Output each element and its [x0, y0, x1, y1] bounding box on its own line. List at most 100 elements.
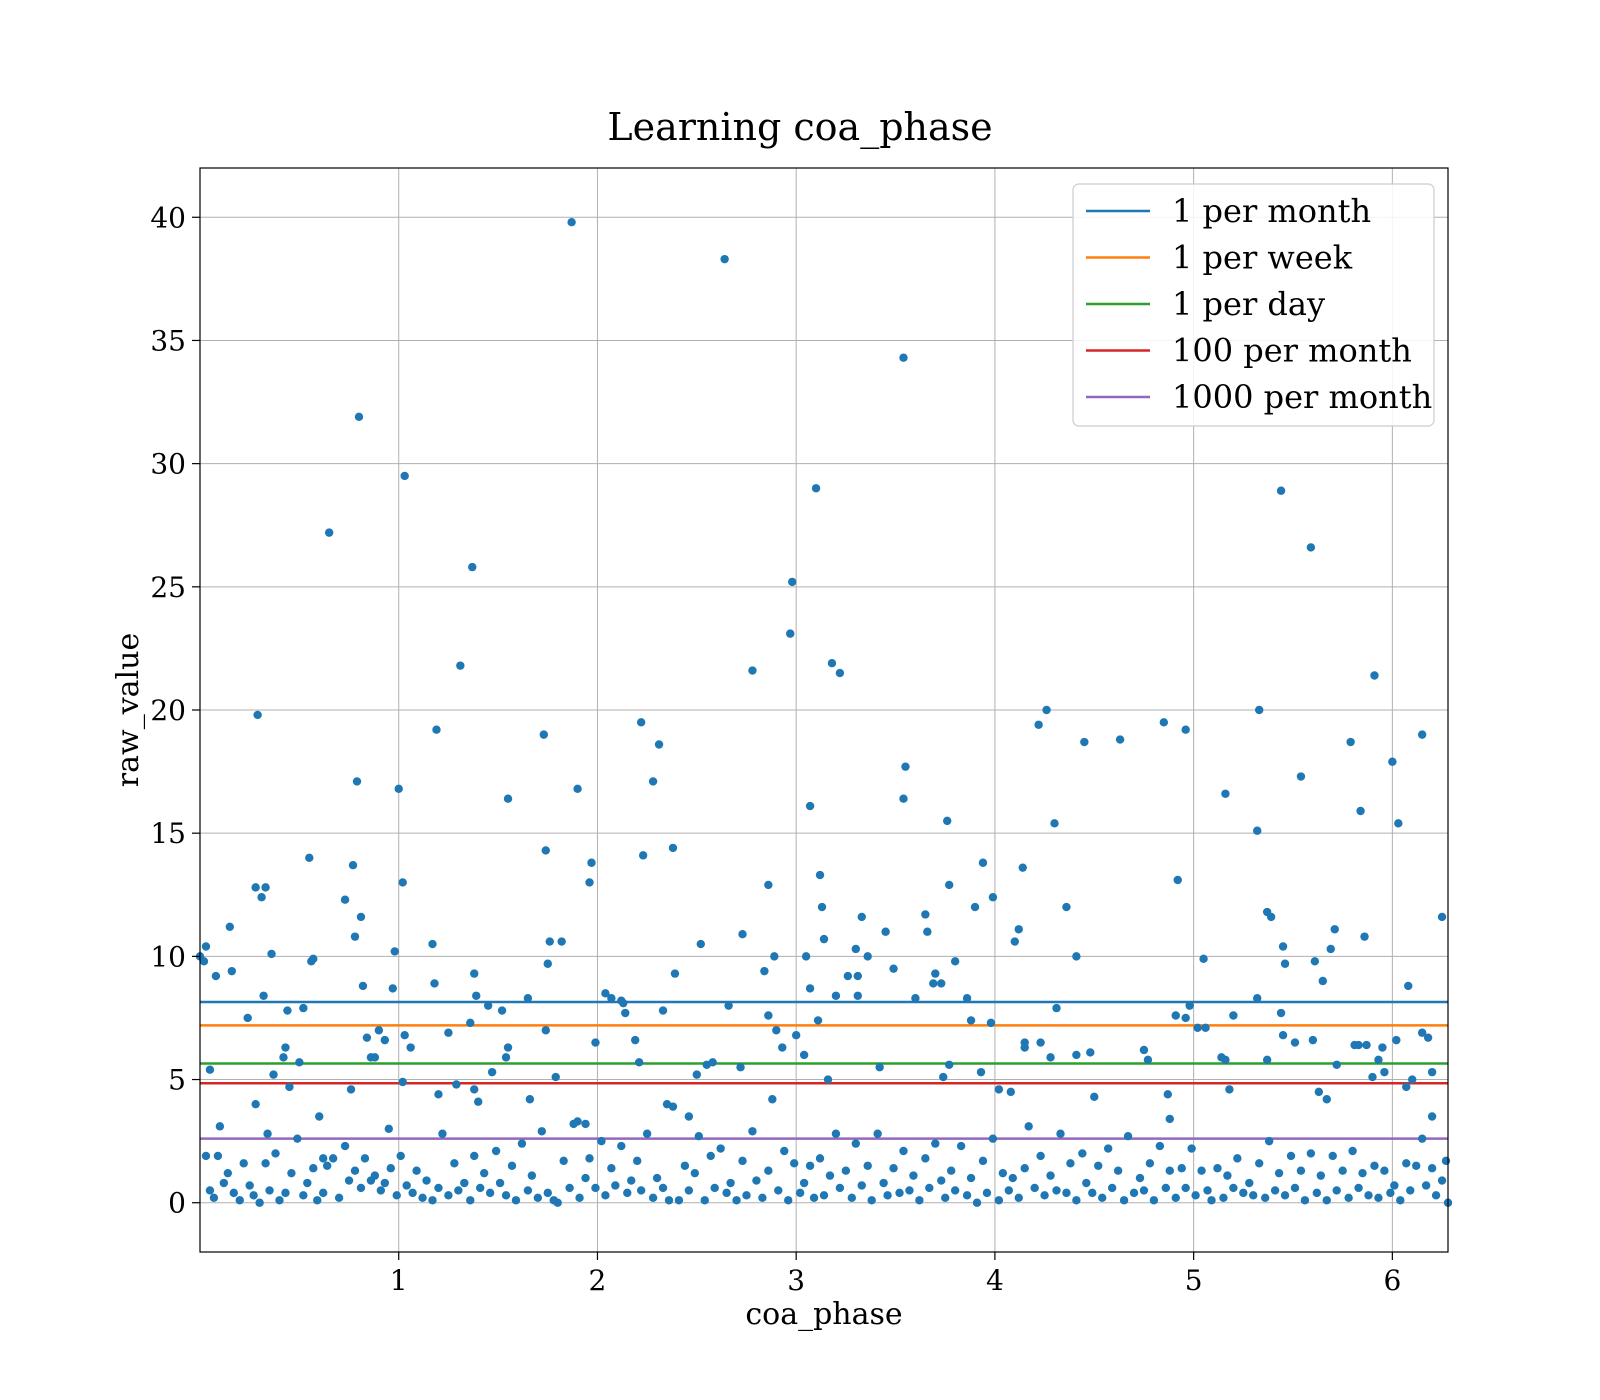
data-point	[503, 794, 513, 803]
data-point	[1417, 1028, 1427, 1037]
data-point	[607, 994, 616, 1003]
data-point	[674, 1196, 684, 1205]
data-point	[303, 1178, 312, 1188]
x-tick-label: 6	[1383, 1264, 1401, 1297]
data-point	[460, 1178, 469, 1188]
data-point	[684, 1112, 694, 1121]
data-point	[911, 994, 920, 1003]
data-point	[658, 1006, 668, 1015]
data-point	[1072, 1196, 1081, 1205]
data-point	[201, 942, 211, 951]
data-point	[1233, 1154, 1242, 1163]
data-point	[1066, 1159, 1075, 1168]
data-point	[350, 1166, 360, 1175]
data-point	[281, 1043, 290, 1052]
data-point	[664, 1196, 674, 1205]
data-point	[881, 927, 890, 936]
data-point	[1072, 952, 1081, 961]
data-point	[295, 1058, 304, 1067]
data-point	[271, 1149, 280, 1158]
data-point	[1225, 1085, 1234, 1094]
data-point	[1014, 1193, 1023, 1203]
data-point	[569, 1119, 578, 1129]
data-point	[726, 1178, 735, 1188]
data-point	[636, 1186, 646, 1195]
data-point	[742, 1191, 751, 1200]
data-point	[1086, 1048, 1095, 1057]
data-point	[658, 1183, 668, 1193]
data-point	[764, 880, 773, 890]
data-point	[537, 1127, 547, 1136]
data-point	[1427, 1164, 1437, 1173]
data-point	[452, 1080, 461, 1089]
data-point	[636, 718, 646, 727]
data-point	[356, 1183, 366, 1193]
data-point	[1036, 1038, 1045, 1047]
data-point	[680, 1161, 690, 1170]
data-point	[652, 1173, 662, 1183]
legend-label: 1000 per month	[1172, 378, 1432, 416]
data-point	[251, 1099, 260, 1109]
data-point	[253, 710, 262, 720]
data-point	[1310, 957, 1320, 966]
data-point	[1370, 1161, 1379, 1170]
data-point	[684, 1186, 694, 1195]
data-point	[1380, 1166, 1389, 1175]
data-point	[841, 1166, 851, 1175]
data-point	[213, 1151, 223, 1161]
data-point	[601, 989, 610, 998]
data-point	[1264, 1136, 1274, 1146]
data-point	[648, 1193, 658, 1203]
data-point	[879, 1178, 888, 1188]
data-point	[801, 952, 811, 961]
data-point	[483, 1001, 493, 1010]
data-point	[1014, 925, 1023, 934]
data-point	[1374, 1193, 1383, 1203]
data-point	[1280, 959, 1290, 968]
data-point	[205, 1186, 215, 1195]
data-point	[468, 562, 477, 572]
data-point	[557, 937, 566, 946]
x-tick-label: 5	[1185, 1264, 1203, 1297]
data-point	[279, 1053, 288, 1062]
data-point	[831, 991, 841, 1000]
data-point	[1042, 705, 1051, 715]
data-point	[380, 1178, 390, 1188]
data-point	[491, 1146, 501, 1156]
data-point	[293, 1134, 302, 1143]
data-point	[1165, 1114, 1174, 1124]
data-point	[722, 1188, 731, 1198]
data-point	[319, 1154, 328, 1163]
data-point	[1245, 1178, 1254, 1188]
data-point	[1421, 1181, 1431, 1190]
data-point	[328, 1154, 338, 1163]
data-point	[921, 910, 930, 919]
y-tick-label: 20	[150, 694, 186, 727]
data-point	[1253, 826, 1262, 835]
reference-lines	[200, 1000, 1448, 1140]
data-point	[523, 994, 533, 1003]
data-point	[899, 353, 908, 362]
data-point	[982, 1188, 992, 1198]
data-point	[456, 661, 465, 670]
data-point	[299, 1003, 308, 1013]
data-point	[835, 668, 845, 678]
data-point	[1107, 1183, 1117, 1193]
data-point	[619, 998, 628, 1008]
data-point	[285, 1082, 294, 1092]
data-point	[1024, 1122, 1033, 1131]
data-point	[1326, 944, 1335, 954]
data-point	[696, 939, 705, 949]
data-point	[1191, 1191, 1200, 1200]
data-point	[1221, 789, 1230, 798]
data-point	[340, 1141, 350, 1151]
data-point	[259, 991, 268, 1000]
data-point	[1255, 1159, 1264, 1168]
x-axis-label: coa_phase	[745, 1297, 902, 1332]
data-point	[543, 1188, 552, 1198]
data-point	[1171, 1011, 1180, 1020]
data-point	[527, 1171, 537, 1180]
data-point	[384, 1124, 393, 1134]
data-point	[541, 846, 550, 855]
